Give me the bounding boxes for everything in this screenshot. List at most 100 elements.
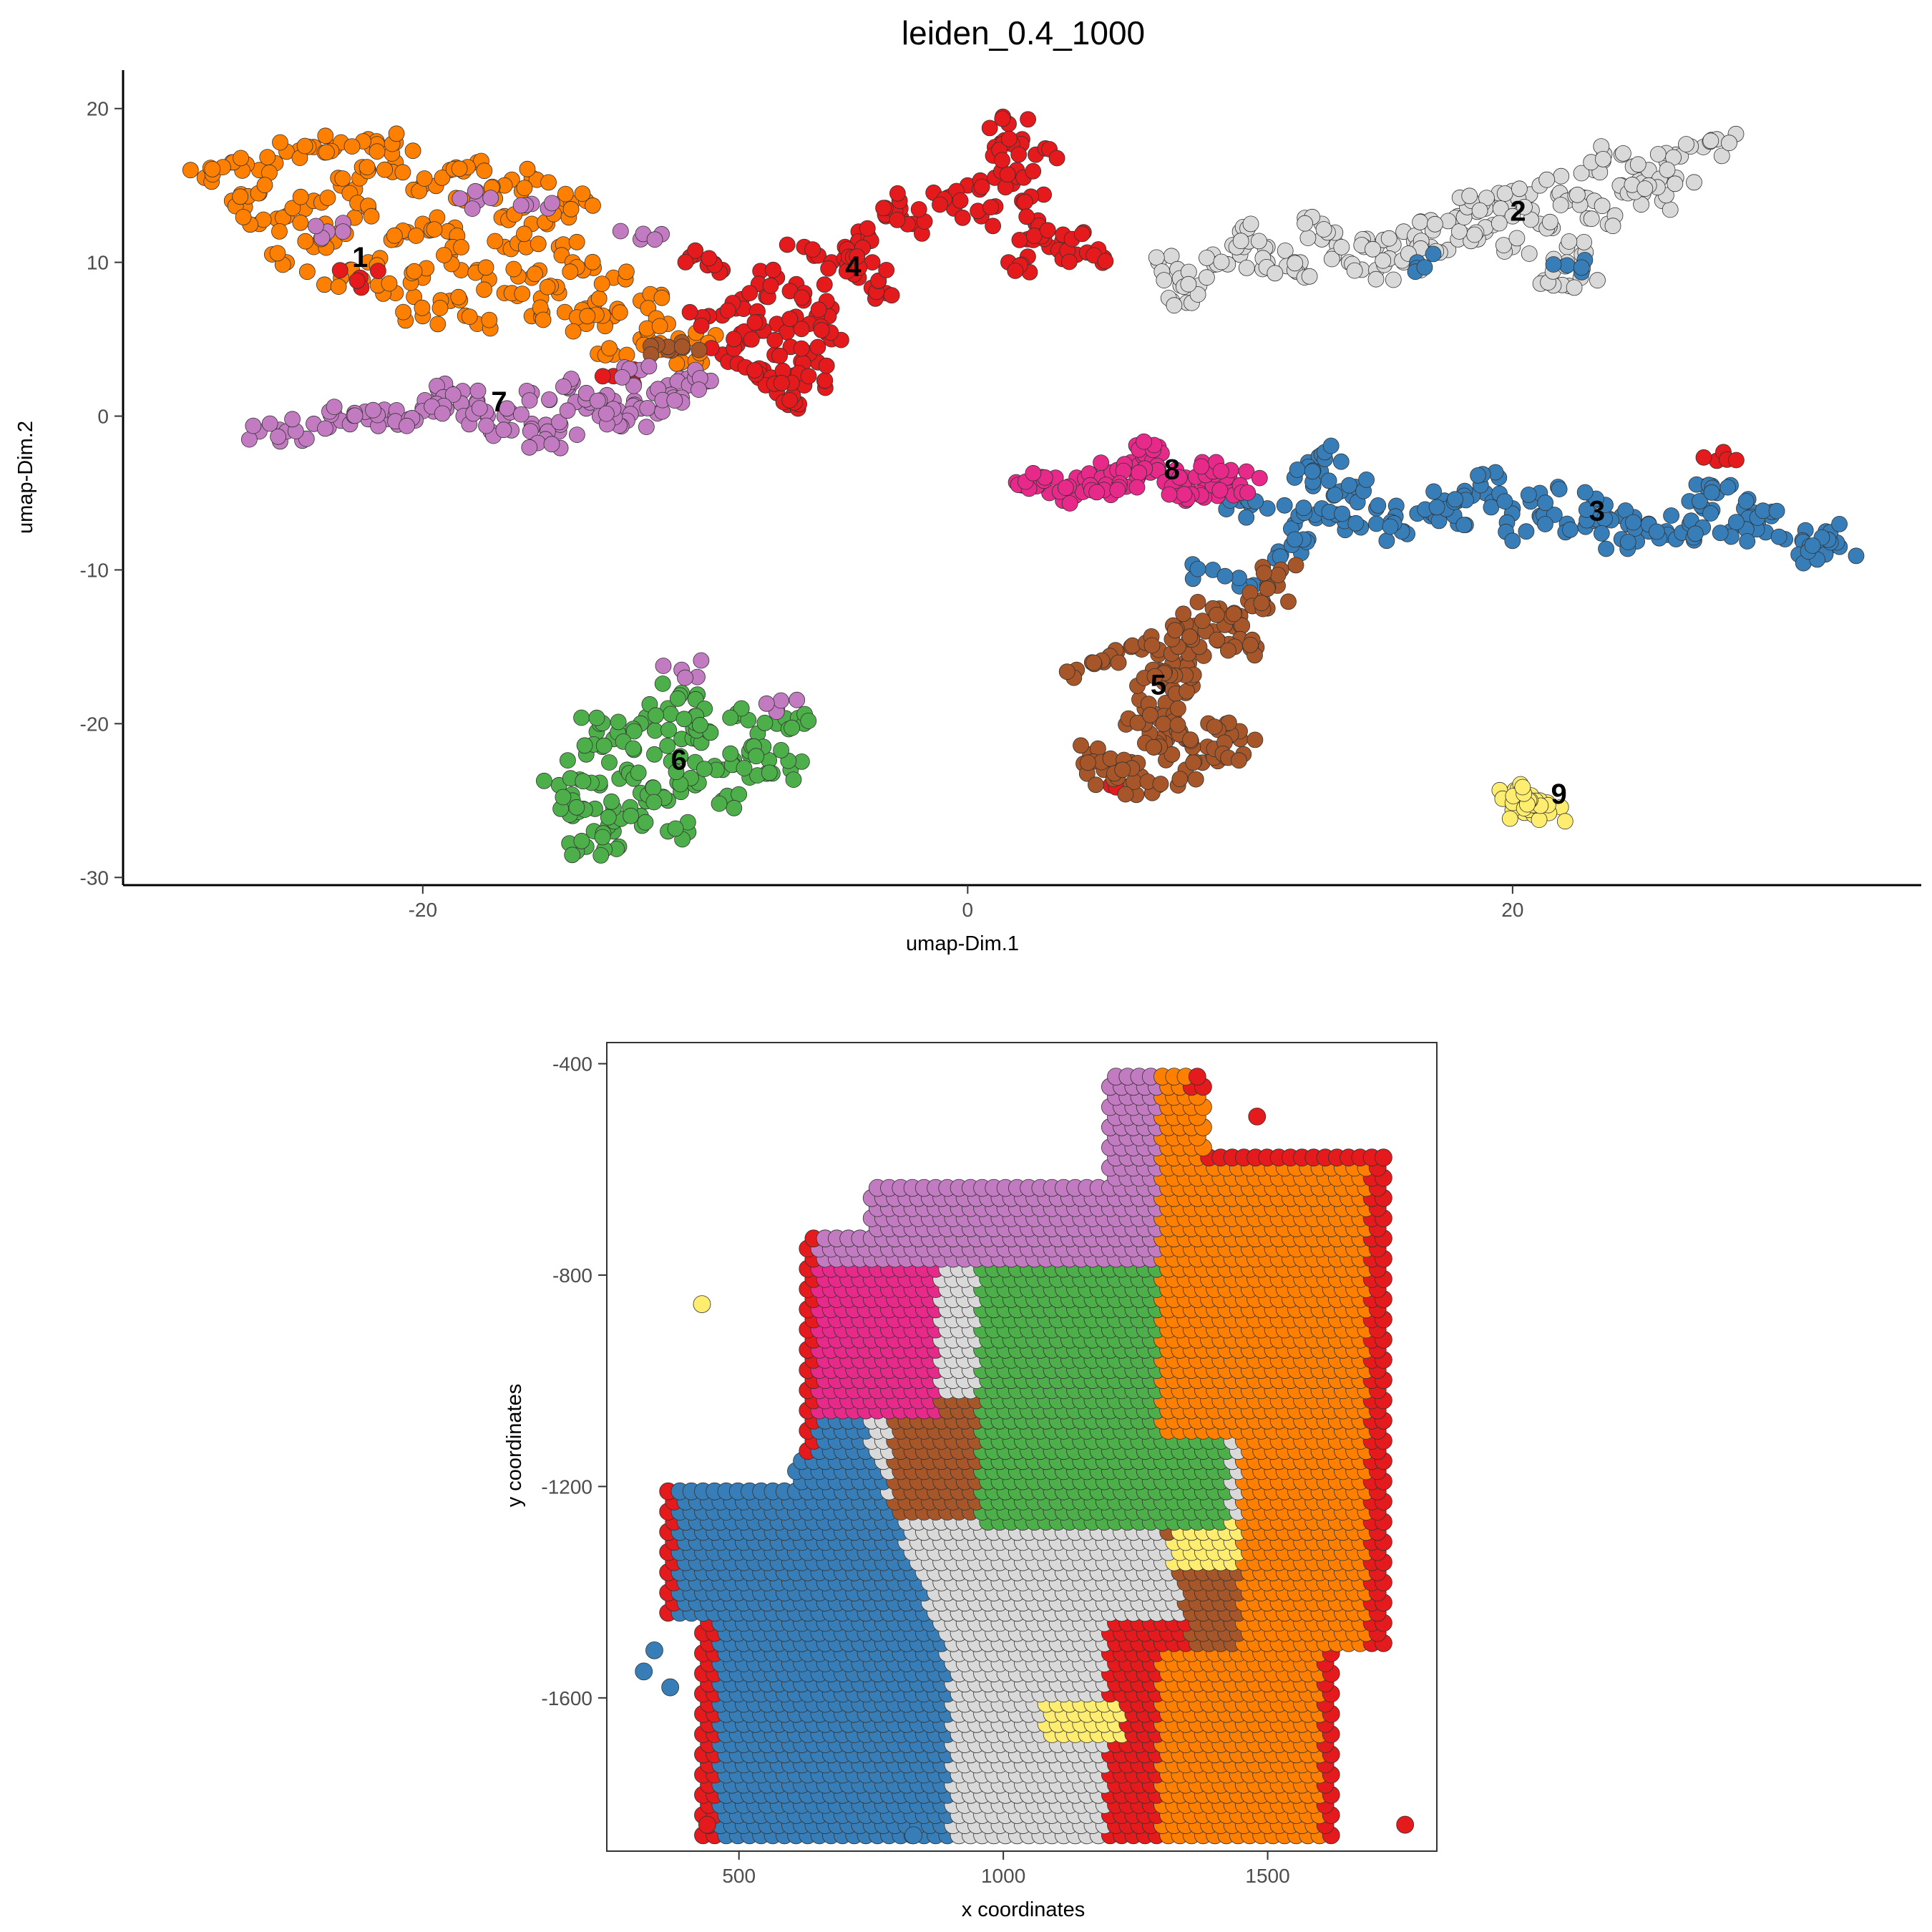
umap-point [1719, 479, 1737, 496]
umap-point [331, 262, 348, 279]
umap-point [1508, 230, 1526, 247]
umap-point [1648, 523, 1665, 540]
umap-point [1428, 499, 1445, 516]
umap-point [256, 177, 273, 194]
umap-point [476, 281, 492, 298]
umap-point [653, 289, 670, 306]
umap-point [1259, 580, 1276, 597]
umap-point [1516, 198, 1533, 215]
umap-point [434, 405, 451, 422]
umap-point [505, 260, 522, 278]
umap-point [1561, 521, 1579, 538]
umap-point [1576, 484, 1594, 501]
umap-point [1831, 516, 1848, 532]
umap-point [1663, 507, 1680, 524]
umap-point [1246, 731, 1264, 748]
umap-point [1739, 533, 1756, 550]
umap-point [1604, 218, 1621, 235]
umap-points [182, 108, 1865, 864]
umap-point [1551, 481, 1568, 497]
umap-point [1737, 493, 1755, 509]
umap-point [1470, 467, 1487, 484]
umap-point [1385, 271, 1402, 288]
umap-point [1368, 515, 1385, 532]
umap-point [1085, 654, 1102, 671]
umap-point [1573, 165, 1590, 182]
umap-point [1185, 754, 1202, 771]
umap-point [794, 289, 811, 306]
umap-point [816, 372, 834, 389]
umap-point [1511, 180, 1528, 197]
umap-point [1713, 147, 1730, 165]
umap-point [719, 302, 736, 319]
umap-point [1491, 215, 1508, 232]
umap-point [785, 771, 802, 788]
umap-point [1578, 502, 1595, 518]
umap-y-axis-label: umap-Dim.2 [14, 421, 37, 534]
umap-point [481, 311, 498, 328]
umap-point [693, 317, 710, 334]
umap-point [1156, 272, 1173, 289]
umap-point [1216, 567, 1234, 585]
umap-point [579, 308, 596, 325]
umap-point [637, 814, 654, 831]
umap-point [541, 391, 557, 408]
umap-point [1382, 518, 1399, 535]
umap-point [1347, 514, 1365, 532]
umap-point [562, 200, 580, 218]
umap-point [646, 231, 663, 248]
umap-point [932, 196, 948, 213]
umap-point [519, 160, 536, 177]
umap-point [793, 340, 810, 357]
umap-point [1142, 706, 1158, 723]
umap-point [1501, 810, 1518, 827]
umap-point [450, 288, 467, 306]
umap-point [1598, 540, 1615, 557]
umap-point [1180, 275, 1197, 293]
umap-point [645, 779, 662, 796]
umap-point [598, 405, 615, 422]
umap-point [477, 259, 494, 276]
umap-point [585, 197, 601, 214]
umap-point [568, 799, 585, 816]
umap-point [1199, 269, 1215, 286]
umap-point [666, 392, 683, 409]
umap-point [1181, 628, 1199, 645]
umap-point [318, 144, 335, 161]
umap-point [1678, 136, 1694, 152]
umap-point [779, 236, 796, 253]
umap-point [399, 417, 415, 434]
umap-point [1212, 463, 1229, 479]
umap-point [284, 411, 301, 428]
umap-point [677, 253, 694, 270]
umap-point [516, 180, 533, 197]
umap-point [1755, 502, 1772, 519]
umap-point [640, 358, 658, 375]
umap-point [859, 220, 876, 237]
umap-point [464, 200, 481, 218]
umap-point [1231, 752, 1247, 769]
umap-point [1304, 463, 1321, 480]
umap-point [1346, 262, 1363, 279]
umap-point [1025, 162, 1042, 180]
umap-point [536, 772, 552, 789]
umap-y-tick-label: 10 [87, 252, 109, 274]
umap-point [883, 287, 900, 304]
umap-point [982, 199, 999, 216]
umap-point [736, 760, 753, 776]
umap-point [1117, 786, 1134, 803]
umap-point [513, 406, 530, 423]
umap-point [555, 379, 572, 395]
umap-cluster-1 [182, 125, 724, 372]
umap-x-ticks: -20 0 20 [409, 885, 1523, 921]
umap-point [292, 188, 309, 205]
umap-point [394, 164, 411, 181]
umap-point [593, 275, 610, 293]
umap-point [1625, 514, 1641, 531]
umap-point [722, 745, 739, 762]
umap-point [813, 321, 830, 338]
umap-point [781, 311, 799, 328]
umap-point [756, 714, 774, 731]
umap-x-tick-label: 0 [962, 899, 974, 921]
